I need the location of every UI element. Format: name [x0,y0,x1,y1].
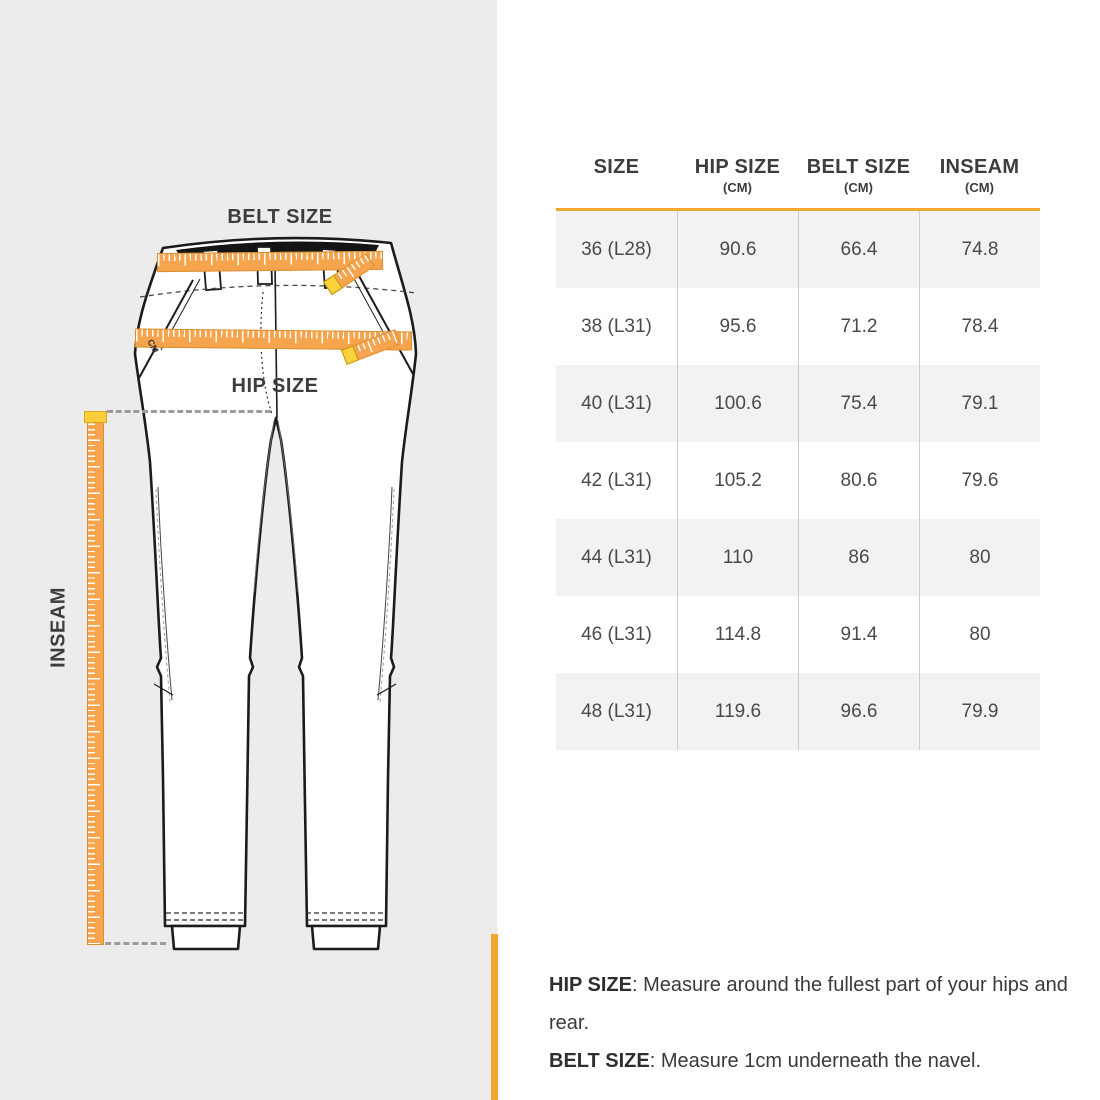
table-row: 44 (L31) 110 86 80 [556,519,1040,596]
cell-inseam: 78.4 [919,288,1040,365]
table-header-size: SIZE [593,156,640,178]
table-body: 36 (L28) 90.6 66.4 74.8 38 (L31) 95.6 71… [556,211,1040,750]
cell-size: 48 (L31) [581,700,652,722]
cell-inseam: 80 [919,519,1040,596]
cell-hip: 114.8 [677,596,798,673]
belt-size-label: BELT SIZE [227,206,333,228]
cell-hip: 90.6 [677,211,798,288]
inseam-bottom-guide [96,942,166,945]
cell-inseam: 79.6 [919,442,1040,519]
table-row: 48 (L31) 119.6 96.6 79.9 [556,673,1040,750]
cell-hip: 119.6 [677,673,798,750]
accent-bar [491,934,498,1100]
waist-seam [139,284,417,298]
hip-size-note: HIP SIZE: Measure around the fullest par… [549,974,1068,1034]
cell-belt: 66.4 [798,211,919,288]
measurement-notes: HIP SIZE: Measure around the fullest par… [549,966,1079,1080]
table-row: 36 (L28) 90.6 66.4 74.8 [556,211,1040,288]
cell-size: 38 (L31) [581,315,652,337]
cell-belt: 91.4 [798,596,919,673]
cell-size: 36 (L28) [581,238,652,260]
table-row: 38 (L31) 95.6 71.2 78.4 [556,288,1040,365]
pants-illustration [133,236,418,951]
cell-hip: 110 [677,519,798,596]
inseam-label: INSEAM [47,587,70,668]
table-row: 46 (L31) 114.8 91.4 80 [556,596,1040,673]
size-table: SIZE HIP SIZE (CM) BELT SIZE (CM) INSEAM… [556,150,1040,750]
cell-belt: 80.6 [798,442,919,519]
table-header-inseam: INSEAM (CM) [939,156,1020,195]
cell-hip: 100.6 [677,365,798,442]
cell-hip: 105.2 [677,442,798,519]
inseam-ruler [87,412,104,945]
belt-size-note: BELT SIZE: Measure 1cm underneath the na… [549,1050,982,1072]
cell-size: 42 (L31) [581,469,652,491]
cell-belt: 86 [798,519,919,596]
cell-hip: 95.6 [677,288,798,365]
inseam-top-guide [107,410,271,413]
hip-size-label: HIP SIZE [231,375,319,397]
knee-seams [153,486,397,703]
leg-cuffs [170,924,382,951]
cell-inseam: 74.8 [919,211,1040,288]
cell-inseam: 79.1 [919,365,1040,442]
table-header-hip-size: HIP SIZE (CM) [694,156,781,195]
cell-belt: 75.4 [798,365,919,442]
diagram-panel: CM BELT SIZE HIP SIZE INSEAM [0,0,497,1100]
cell-belt: 71.2 [798,288,919,365]
inseam-ruler-cap [84,411,107,423]
cell-belt: 96.6 [798,673,919,750]
crotch-seams [253,420,299,593]
table-row: 40 (L31) 100.6 75.4 79.1 [556,365,1040,442]
hem-stitching [166,912,385,921]
table-row: 42 (L31) 105.2 80.6 79.6 [556,442,1040,519]
cell-size: 40 (L31) [581,392,652,414]
cell-inseam: 79.9 [919,673,1040,750]
cell-size: 46 (L31) [581,623,652,645]
table-header-belt-size: BELT SIZE (CM) [806,156,911,195]
cell-inseam: 80 [919,596,1040,673]
cell-size: 44 (L31) [581,546,652,568]
table-header-row: SIZE HIP SIZE (CM) BELT SIZE (CM) INSEAM… [556,150,1040,211]
